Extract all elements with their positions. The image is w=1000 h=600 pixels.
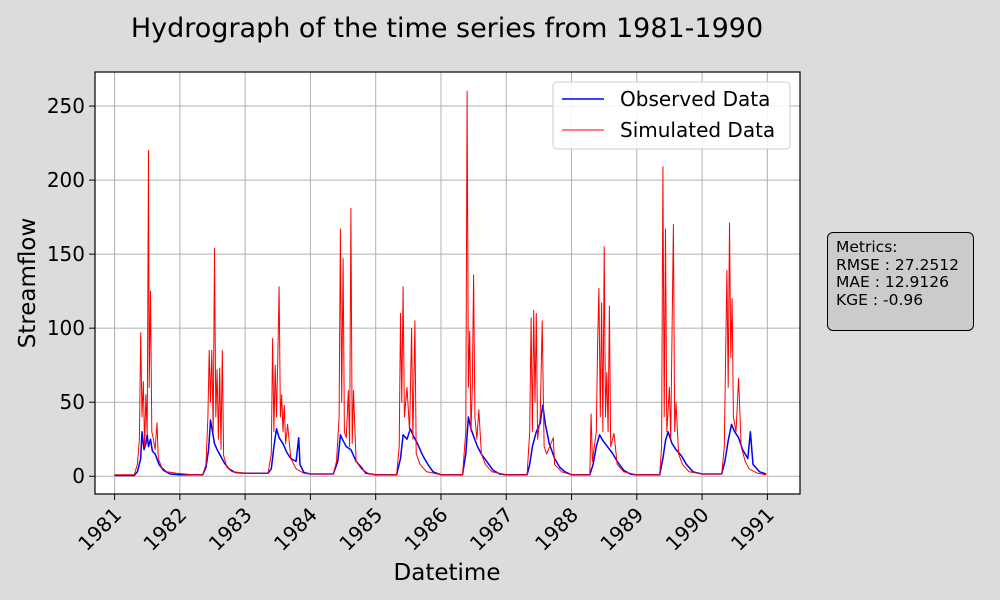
legend-box	[552, 81, 791, 150]
plot-frame	[94, 71, 801, 495]
x-tick-label: 1989	[595, 503, 648, 556]
x-tick-label: 1981	[73, 503, 126, 556]
x-tick-label: 1988	[530, 503, 583, 556]
x-tick-label: 1986	[400, 503, 453, 556]
simulated-data-line	[114, 90, 767, 476]
y-axis-label: Streamflow	[15, 218, 41, 349]
x-tick-label: 1987	[465, 503, 518, 556]
x-tick-label: 1984	[269, 503, 322, 556]
y-tick-label: 50	[60, 390, 85, 414]
y-tick-label: 200	[47, 168, 85, 192]
y-tick-label: 250	[47, 94, 85, 118]
metrics-heading: Metrics:	[836, 238, 898, 256]
series-layer	[114, 90, 767, 477]
metrics-mae: MAE : 12.9126	[836, 273, 949, 291]
metrics-rmse: RMSE : 27.2512	[836, 255, 959, 274]
legend: Observed Data Simulated Data	[552, 81, 791, 150]
y-axis: 0 50 100 150 200 250	[47, 94, 95, 488]
x-axis-label: Datetime	[394, 560, 501, 586]
y-tick-label: 100	[47, 316, 85, 340]
x-tick-label: 1982	[138, 503, 191, 556]
chart-title: Hydrograph of the time series from 1981-…	[131, 13, 763, 44]
legend-label-observed: Observed Data	[620, 87, 770, 111]
observed-data-line	[114, 404, 767, 477]
metrics-kge: KGE : -0.96	[836, 290, 924, 309]
x-tick-label: 1983	[204, 503, 257, 556]
x-tick-label: 1991	[726, 503, 779, 556]
x-tick-label: 1985	[334, 503, 387, 556]
x-tick-label: 1990	[661, 503, 714, 556]
legend-label-simulated: Simulated Data	[620, 118, 775, 142]
x-axis: 1981 1982 1983 1984 1985 1986 1987 1988 1989 1990…	[73, 494, 779, 556]
metrics-box: Metrics: RMSE : 27.2512 MAE : 12.9126 KG…	[827, 232, 974, 331]
y-tick-label: 0	[72, 464, 85, 488]
y-tick-label: 150	[47, 242, 85, 266]
